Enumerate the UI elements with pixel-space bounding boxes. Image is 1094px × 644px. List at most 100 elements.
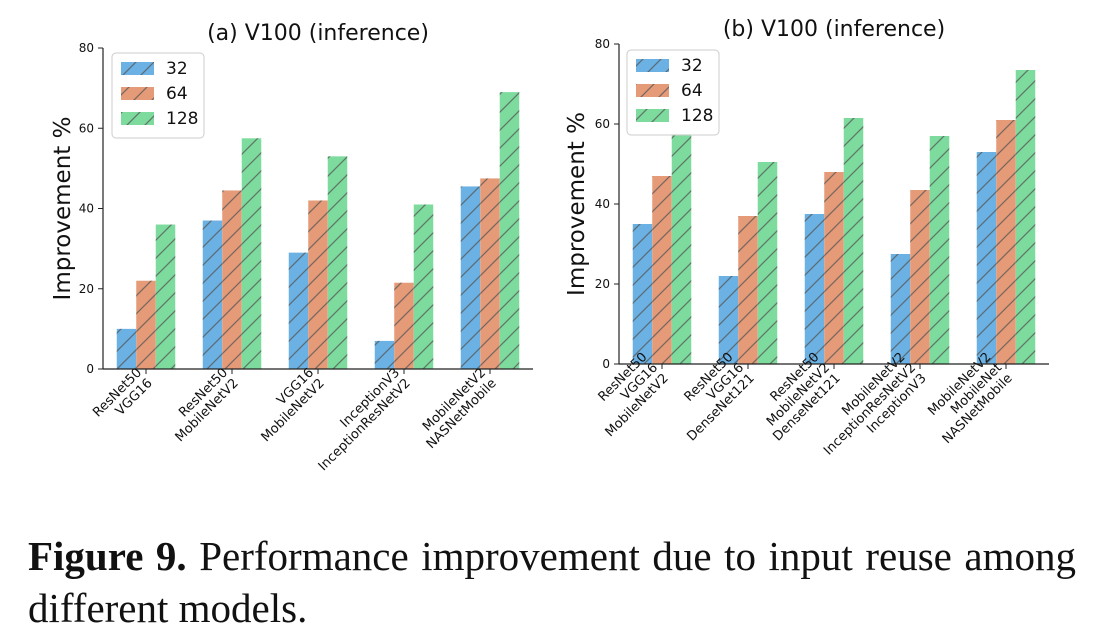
bar <box>976 152 997 364</box>
legend: 32 64 128 <box>111 52 205 139</box>
legend-swatch-hatch <box>636 59 669 72</box>
bar-hatch <box>327 156 348 369</box>
chart-title: (a) V100 (inference) <box>207 21 429 46</box>
legend-label: 32 <box>681 56 703 76</box>
bar-hatch <box>499 92 520 369</box>
bar <box>202 220 223 369</box>
figure: (a) V100 (inference) Improvement % 0 20 40 60… <box>50 17 1049 474</box>
bar <box>632 224 653 364</box>
bar <box>241 138 262 369</box>
bar <box>718 276 739 364</box>
bar-hatch <box>632 224 653 364</box>
y-tick-label: 80 <box>595 37 610 51</box>
legend: 32 64 128 <box>626 49 720 136</box>
bar <box>116 328 137 369</box>
legend-swatch-hatch <box>636 84 669 97</box>
bar-hatch <box>652 176 672 364</box>
bar <box>136 280 156 369</box>
bar-hatch <box>202 220 223 369</box>
bar-hatch <box>976 152 997 364</box>
legend-item: 64 <box>636 81 703 101</box>
y-tick-label: 60 <box>595 117 610 131</box>
bar <box>890 254 911 364</box>
bar <box>327 156 348 369</box>
bar <box>222 190 242 369</box>
bar-hatch <box>460 186 481 369</box>
bar <box>757 162 778 364</box>
legend-item: 64 <box>121 84 188 104</box>
bar <box>288 252 309 369</box>
x-tick-label: ResNet50MobileNetV2 <box>162 365 242 445</box>
bar-hatch <box>308 200 328 369</box>
y-tick-label: 20 <box>595 277 610 291</box>
bar <box>843 118 864 364</box>
bar-hatch <box>288 252 309 369</box>
bar-hatch <box>929 136 950 364</box>
y-axis-label: Improvement % <box>564 112 590 296</box>
caption-label: Figure 9. <box>28 533 187 579</box>
bar <box>413 204 434 369</box>
bar <box>155 224 176 369</box>
y-tick-label: 20 <box>79 282 94 296</box>
figure-caption: Figure 9. Performance improvement due to… <box>28 530 1076 634</box>
y-tick-label: 40 <box>595 197 610 211</box>
bar-hatch <box>480 178 500 369</box>
bar-hatch <box>116 328 137 369</box>
legend-item: 128 <box>636 106 713 126</box>
bar-hatch <box>757 162 778 364</box>
bar <box>910 190 930 364</box>
legend-label: 64 <box>681 81 703 101</box>
x-tick-label: MobileNetV2NASNetMobile <box>413 365 500 452</box>
legend-swatch-hatch <box>121 112 154 125</box>
bar <box>460 186 481 369</box>
y-tick-label: 40 <box>79 202 94 216</box>
bar <box>652 176 672 364</box>
chart-title: (b) V100 (inference) <box>723 17 945 42</box>
bar <box>480 178 500 369</box>
bar <box>804 214 825 364</box>
bar <box>996 120 1016 364</box>
y-tick-label: 0 <box>86 362 94 376</box>
bar-hatch <box>241 138 262 369</box>
y-tick-label: 60 <box>79 121 94 135</box>
bar-hatch <box>222 190 242 369</box>
bar <box>499 92 520 369</box>
bar-hatch <box>671 134 692 364</box>
bar <box>374 340 395 369</box>
bar-hatch <box>136 280 156 369</box>
legend-item: 32 <box>636 56 703 76</box>
bar-hatch <box>374 340 395 369</box>
bar-hatch <box>890 254 911 364</box>
bar-hatch <box>394 282 414 369</box>
bar <box>929 136 950 364</box>
bar <box>824 172 844 364</box>
bar-hatch <box>1015 70 1036 364</box>
bar-hatch <box>824 172 844 364</box>
legend-swatch-hatch <box>636 109 669 122</box>
legend-item: 32 <box>121 59 188 79</box>
bar <box>308 200 328 369</box>
bar <box>671 134 692 364</box>
bar <box>738 216 758 364</box>
legend-swatch-hatch <box>121 87 154 100</box>
legend-label: 32 <box>166 59 188 79</box>
bar-hatch <box>804 214 825 364</box>
legend-label: 128 <box>681 106 713 126</box>
bar-hatch <box>718 276 739 364</box>
x-tick-label: ResNet50VGG16 <box>90 365 155 430</box>
legend-swatch-hatch <box>121 62 154 75</box>
bar-hatch <box>843 118 864 364</box>
y-axis-label: Improvement % <box>50 117 76 301</box>
bar-hatch <box>413 204 434 369</box>
x-tick-label-line: InceptionResNetV2 <box>316 376 414 474</box>
legend-label: 128 <box>166 109 198 129</box>
legend-label: 64 <box>166 84 188 104</box>
bar-hatch <box>155 224 176 369</box>
bar-hatch <box>996 120 1016 364</box>
bar-hatch <box>910 190 930 364</box>
bar <box>394 282 414 369</box>
y-tick-label: 0 <box>602 357 610 371</box>
bar <box>1015 70 1036 364</box>
bar-hatch <box>738 216 758 364</box>
legend-item: 128 <box>121 109 198 129</box>
